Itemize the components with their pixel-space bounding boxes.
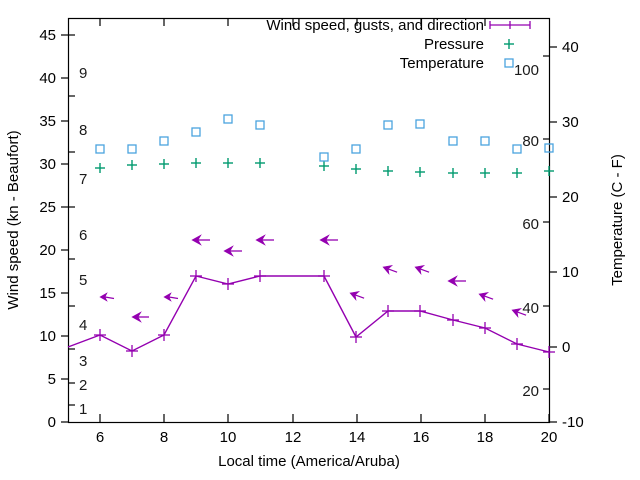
y-tick-label: 40 xyxy=(39,70,56,87)
fahrenheit-label: 60 xyxy=(522,216,539,233)
y-tick-label: 0 xyxy=(48,414,56,431)
x-axis-title: Local time (America/Aruba) xyxy=(218,453,400,470)
fahrenheit-label: 40 xyxy=(522,300,539,317)
beaufort-label: 3 xyxy=(79,353,87,370)
pressure-markers xyxy=(95,158,554,178)
y2-axis-title: Temperature (C - F) xyxy=(609,154,626,286)
legend-marker-pressure xyxy=(504,39,514,49)
x-tick-label: 8 xyxy=(160,429,168,446)
temperature-markers xyxy=(95,114,554,162)
y2-tick-label: 10 xyxy=(562,264,579,281)
legend: Wind speed, gusts, and direction Pressur… xyxy=(266,17,531,72)
y2-tick-label: 40 xyxy=(562,39,579,56)
y-tick-label: 10 xyxy=(39,328,56,345)
wind-speed-markers xyxy=(94,270,555,358)
y-tick-label: 35 xyxy=(39,113,56,130)
x-tick-label: 12 xyxy=(285,429,302,446)
y2-axis-fahrenheit-labels: 20 40 60 80 100 xyxy=(514,62,539,400)
y-axis-beaufort-ticks xyxy=(68,34,75,406)
beaufort-label: 4 xyxy=(79,317,87,334)
legend-marker-wind xyxy=(489,21,531,29)
x-axis-ticks xyxy=(99,18,550,422)
wind-speed-line xyxy=(67,275,550,353)
y-axis-knots-labels: 0 5 10 15 20 25 30 35 40 45 xyxy=(39,27,56,431)
beaufort-label: 1 xyxy=(79,401,87,418)
fahrenheit-label: 100 xyxy=(514,62,539,79)
y2-tick-label: -10 xyxy=(562,414,584,431)
beaufort-label: 6 xyxy=(79,227,87,244)
y-axis-knots-ticks xyxy=(61,34,69,423)
x-axis-tick-labels: 6 8 10 12 14 16 18 20 xyxy=(96,429,558,446)
y-tick-label: 30 xyxy=(39,156,56,173)
fahrenheit-label: 20 xyxy=(522,383,539,400)
legend-label-temperature: Temperature xyxy=(400,55,484,72)
y2-tick-label: 0 xyxy=(562,339,570,356)
fahrenheit-label: 80 xyxy=(522,133,539,150)
y2-axis-celsius-labels: -10 0 10 20 30 40 xyxy=(562,39,584,431)
beaufort-label: 8 xyxy=(79,122,87,139)
x-tick-label: 10 xyxy=(220,429,237,446)
x-tick-label: 18 xyxy=(477,429,494,446)
y2-axis-fahrenheit-ticks xyxy=(543,55,550,390)
x-tick-label: 6 xyxy=(96,429,104,446)
y-tick-label: 45 xyxy=(39,27,56,44)
y-tick-label: 20 xyxy=(39,242,56,259)
plot-frame xyxy=(67,17,551,424)
legend-label-wind: Wind speed, gusts, and direction xyxy=(266,17,484,34)
x-tick-label: 20 xyxy=(541,429,558,446)
beaufort-label: 7 xyxy=(79,171,87,188)
y-tick-label: 25 xyxy=(39,199,56,216)
y2-tick-label: 20 xyxy=(562,189,579,206)
legend-marker-temperature xyxy=(504,58,514,68)
y-axis-beaufort-labels: 1 2 3 4 5 6 7 8 9 xyxy=(79,65,87,418)
y-tick-label: 15 xyxy=(39,285,56,302)
beaufort-label: 9 xyxy=(79,65,87,82)
legend-label-pressure: Pressure xyxy=(424,36,484,53)
wind-direction-arrows xyxy=(99,234,527,323)
x-tick-label: 14 xyxy=(349,429,366,446)
y2-tick-label: 30 xyxy=(562,114,579,131)
y-tick-label: 5 xyxy=(48,371,56,388)
y-axis-title: Wind speed (kn - Beaufort) xyxy=(5,130,22,309)
x-tick-label: 16 xyxy=(413,429,430,446)
beaufort-label: 2 xyxy=(79,377,87,394)
beaufort-label: 5 xyxy=(79,272,87,289)
y2-axis-celsius-ticks xyxy=(549,46,557,423)
